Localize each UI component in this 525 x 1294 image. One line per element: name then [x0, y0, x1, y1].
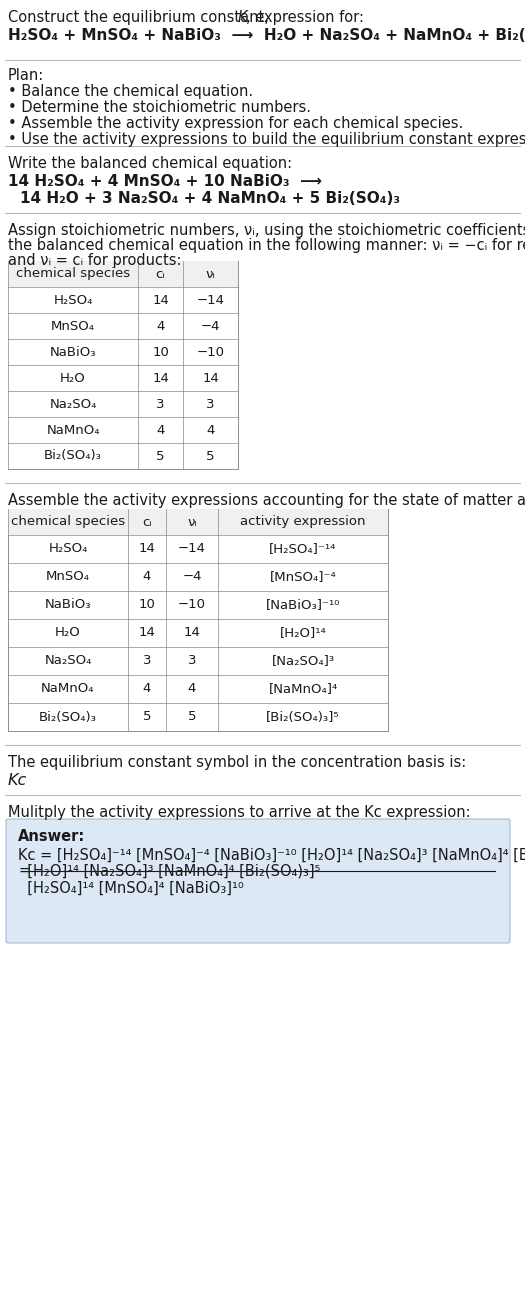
Text: Bi₂(SO₄)₃: Bi₂(SO₄)₃	[44, 449, 102, 462]
Text: 5: 5	[188, 710, 196, 723]
Text: [MnSO₄]⁻⁴: [MnSO₄]⁻⁴	[270, 571, 337, 584]
Text: 4: 4	[143, 682, 151, 695]
Text: Na₂SO₄: Na₂SO₄	[49, 397, 97, 410]
Text: 14: 14	[139, 626, 155, 639]
Text: chemical species: chemical species	[16, 268, 130, 281]
Text: 14: 14	[152, 294, 169, 307]
Text: Construct the equilibrium constant,: Construct the equilibrium constant,	[8, 10, 274, 25]
Text: 14: 14	[202, 371, 219, 384]
Text: Kᴄ: Kᴄ	[8, 773, 27, 788]
Text: Kᴄ = [H₂SO₄]⁻¹⁴ [MnSO₄]⁻⁴ [NaBiO₃]⁻¹⁰ [H₂O]¹⁴ [Na₂SO₄]³ [NaMnO₄]⁴ [Bi₂(SO₄)₃]⁵: Kᴄ = [H₂SO₄]⁻¹⁴ [MnSO₄]⁻⁴ [NaBiO₃]⁻¹⁰ [H…	[18, 848, 525, 862]
Text: NaMnO₄: NaMnO₄	[41, 682, 94, 695]
Text: H₂SO₄: H₂SO₄	[48, 542, 88, 555]
Text: , expression for:: , expression for:	[246, 10, 364, 25]
Text: νᵢ: νᵢ	[206, 268, 215, 281]
Bar	[8, 391, 238, 417]
Text: Write the balanced chemical equation:: Write the balanced chemical equation:	[8, 157, 292, 171]
Text: cᵢ: cᵢ	[142, 515, 152, 528]
Text: [H₂O]¹⁴ [Na₂SO₄]³ [NaMnO₄]⁴ [Bi₂(SO₄)₃]⁵: [H₂O]¹⁴ [Na₂SO₄]³ [NaMnO₄]⁴ [Bi₂(SO₄)₃]⁵	[18, 863, 320, 879]
Bar	[8, 509, 388, 731]
Text: 5: 5	[143, 710, 151, 723]
Text: 4: 4	[156, 423, 165, 436]
Text: the balanced chemical equation in the following manner: νᵢ = −cᵢ for reactants: the balanced chemical equation in the fo…	[8, 238, 525, 254]
Text: 10: 10	[152, 345, 169, 358]
Text: Bi₂(SO₄)₃: Bi₂(SO₄)₃	[39, 710, 97, 723]
Text: Na₂SO₄: Na₂SO₄	[44, 655, 92, 668]
Text: 14 H₂O + 3 Na₂SO₄ + 4 NaMnO₄ + 5 Bi₂(SO₄)₃: 14 H₂O + 3 Na₂SO₄ + 4 NaMnO₄ + 5 Bi₂(SO₄…	[20, 192, 400, 206]
Text: −10: −10	[196, 345, 225, 358]
Text: 4: 4	[156, 320, 165, 333]
Text: The equilibrium constant symbol in the concentration basis is:: The equilibrium constant symbol in the c…	[8, 754, 466, 770]
Text: Assign stoichiometric numbers, νᵢ, using the stoichiometric coefficients, cᵢ, fr: Assign stoichiometric numbers, νᵢ, using…	[8, 223, 525, 238]
Bar	[8, 261, 238, 287]
Text: −4: −4	[201, 320, 220, 333]
Bar	[8, 509, 388, 534]
Text: 3: 3	[143, 655, 151, 668]
Text: Answer:: Answer:	[18, 829, 85, 844]
Text: MnSO₄: MnSO₄	[51, 320, 95, 333]
Text: H₂O: H₂O	[60, 371, 86, 384]
Bar	[8, 417, 238, 443]
Text: • Assemble the activity expression for each chemical species.: • Assemble the activity expression for e…	[8, 116, 463, 131]
Bar	[8, 261, 238, 468]
Text: H₂O: H₂O	[55, 626, 81, 639]
Text: 4: 4	[206, 423, 215, 436]
Text: −14: −14	[178, 542, 206, 555]
Text: 3: 3	[156, 397, 165, 410]
Text: [NaBiO₃]⁻¹⁰: [NaBiO₃]⁻¹⁰	[266, 599, 340, 612]
Bar	[8, 365, 238, 391]
Text: 10: 10	[139, 599, 155, 612]
Text: [Bi₂(SO₄)₃]⁵: [Bi₂(SO₄)₃]⁵	[266, 710, 340, 723]
Text: νᵢ: νᵢ	[187, 515, 197, 528]
Text: 5: 5	[206, 449, 215, 462]
Text: NaMnO₄: NaMnO₄	[46, 423, 100, 436]
Text: MnSO₄: MnSO₄	[46, 571, 90, 584]
Text: 5: 5	[156, 449, 165, 462]
Text: cᵢ: cᵢ	[155, 268, 165, 281]
Text: 4: 4	[188, 682, 196, 695]
Text: 3: 3	[188, 655, 196, 668]
Text: NaBiO₃: NaBiO₃	[45, 599, 91, 612]
Text: [H₂SO₄]⁻¹⁴: [H₂SO₄]⁻¹⁴	[269, 542, 337, 555]
Text: [H₂O]¹⁴: [H₂O]¹⁴	[280, 626, 327, 639]
Text: −4: −4	[182, 571, 202, 584]
Text: chemical species: chemical species	[11, 515, 125, 528]
Text: H₂SO₄ + MnSO₄ + NaBiO₃  ⟶  H₂O + Na₂SO₄ + NaMnO₄ + Bi₂(SO₄)₃: H₂SO₄ + MnSO₄ + NaBiO₃ ⟶ H₂O + Na₂SO₄ + …	[8, 28, 525, 43]
Bar	[8, 287, 238, 313]
Text: • Balance the chemical equation.: • Balance the chemical equation.	[8, 84, 253, 100]
Text: [Na₂SO₄]³: [Na₂SO₄]³	[271, 655, 334, 668]
Text: K: K	[238, 10, 248, 25]
Text: 3: 3	[206, 397, 215, 410]
Text: • Determine the stoichiometric numbers.: • Determine the stoichiometric numbers.	[8, 100, 311, 115]
Text: 14: 14	[139, 542, 155, 555]
Text: −14: −14	[196, 294, 225, 307]
Text: −10: −10	[178, 599, 206, 612]
Bar	[8, 313, 238, 339]
Text: and νᵢ = cᵢ for products:: and νᵢ = cᵢ for products:	[8, 254, 182, 268]
FancyBboxPatch shape	[6, 819, 510, 943]
Bar	[8, 443, 238, 468]
Text: NaBiO₃: NaBiO₃	[50, 345, 96, 358]
Text: 4: 4	[143, 571, 151, 584]
Text: 14: 14	[152, 371, 169, 384]
Text: 14 H₂SO₄ + 4 MnSO₄ + 10 NaBiO₃  ⟶: 14 H₂SO₄ + 4 MnSO₄ + 10 NaBiO₃ ⟶	[8, 173, 322, 189]
Text: Mulitply the activity expressions to arrive at the Kᴄ expression:: Mulitply the activity expressions to arr…	[8, 805, 470, 820]
Text: [NaMnO₄]⁴: [NaMnO₄]⁴	[268, 682, 338, 695]
Text: Assemble the activity expressions accounting for the state of matter and νᵢ:: Assemble the activity expressions accoun…	[8, 493, 525, 509]
Text: [H₂SO₄]¹⁴ [MnSO₄]⁴ [NaBiO₃]¹⁰: [H₂SO₄]¹⁴ [MnSO₄]⁴ [NaBiO₃]¹⁰	[18, 881, 244, 895]
Text: =: =	[18, 863, 30, 879]
Text: H₂SO₄: H₂SO₄	[54, 294, 93, 307]
Text: activity expression: activity expression	[240, 515, 366, 528]
Bar	[8, 339, 238, 365]
Text: 14: 14	[184, 626, 201, 639]
Text: • Use the activity expressions to build the equilibrium constant expression.: • Use the activity expressions to build …	[8, 132, 525, 148]
Text: Plan:: Plan:	[8, 69, 44, 83]
